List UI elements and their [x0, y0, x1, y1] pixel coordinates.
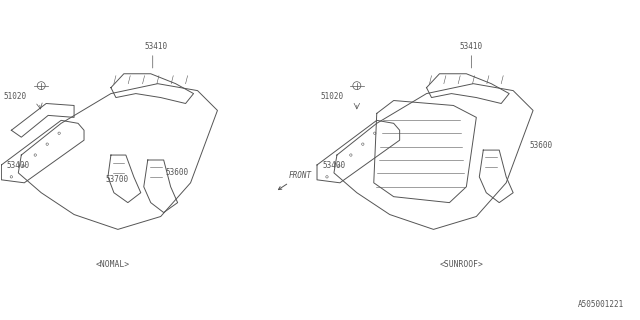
Text: A505001221: A505001221 — [577, 300, 623, 309]
Text: 53600: 53600 — [166, 168, 189, 177]
Text: <SUNROOF>: <SUNROOF> — [440, 260, 483, 269]
Text: 53410: 53410 — [460, 42, 483, 51]
Text: FRONT: FRONT — [278, 171, 312, 189]
Text: 53400: 53400 — [322, 161, 345, 170]
Text: 51020: 51020 — [3, 92, 26, 100]
Text: 53410: 53410 — [144, 42, 167, 51]
Text: 53400: 53400 — [6, 161, 29, 170]
Text: 53600: 53600 — [529, 141, 552, 150]
Text: 51020: 51020 — [320, 92, 343, 100]
Text: <NOMAL>: <NOMAL> — [96, 260, 130, 269]
Text: 53700: 53700 — [106, 175, 129, 184]
